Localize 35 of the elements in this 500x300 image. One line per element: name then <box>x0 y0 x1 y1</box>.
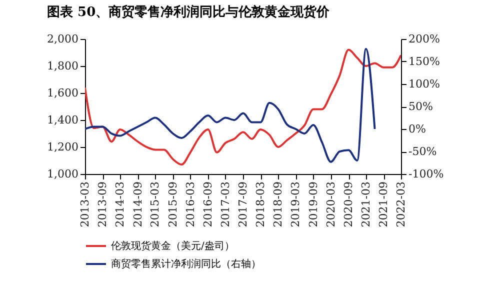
x-tick-label: 2021-03 <box>359 182 372 228</box>
y-tick-label: 1,400 <box>47 114 78 126</box>
x-tick-label: 2016-09 <box>202 182 215 228</box>
x-tick-label: 2019-09 <box>306 182 320 228</box>
y2-tick-label: 0% <box>408 122 426 136</box>
y2-tick-label: 150% <box>408 55 440 68</box>
y-tick-label: 1,200 <box>47 140 78 154</box>
x-tick-label: 2016-03 <box>184 182 197 228</box>
x-tick-label: 2013-09 <box>96 182 110 228</box>
y-tick-label: 1,800 <box>47 60 78 72</box>
y-tick-label: 1,600 <box>47 86 78 100</box>
y2-tick-label: 100% <box>408 78 440 90</box>
x-tick-label: 2020-09 <box>342 182 356 228</box>
x-tick-label: 2020-03 <box>324 182 338 228</box>
x-tick-label: 2015-09 <box>166 182 180 228</box>
y2-tick-label: 200% <box>408 32 440 46</box>
chart-title: 图表 50、商贸零售净利润同比与伦敦黄金现货价 <box>47 4 331 20</box>
x-tick-label: 2019-03 <box>289 182 302 228</box>
x-tick-label: 2017-09 <box>236 182 250 228</box>
y-tick-label: 1,000 <box>47 168 78 180</box>
x-tick-label: 2017-03 <box>218 182 232 228</box>
x-tick-label: 2018-03 <box>254 182 268 228</box>
x-tick-label: 2014-09 <box>131 182 144 228</box>
legend-label: 伦敦现货黄金（美元/盎司） <box>111 240 234 252</box>
x-tick-label: 2021-09 <box>377 182 390 228</box>
x-tick-label: 2014-03 <box>114 182 127 228</box>
x-tick-label: 2015-03 <box>148 182 162 228</box>
x-tick-label: 2013-03 <box>78 182 92 228</box>
y2-tick-label: -100% <box>408 168 444 180</box>
x-tick-label: 2018-09 <box>272 182 285 228</box>
y2-tick-label: 50% <box>408 100 433 113</box>
y2-tick-label: -50% <box>408 145 437 158</box>
x-tick-label: 2022-03 <box>394 182 408 228</box>
y-tick-label: 2,000 <box>47 32 78 46</box>
legend-label: 商贸零售累计净利润同比（右轴） <box>111 258 261 270</box>
